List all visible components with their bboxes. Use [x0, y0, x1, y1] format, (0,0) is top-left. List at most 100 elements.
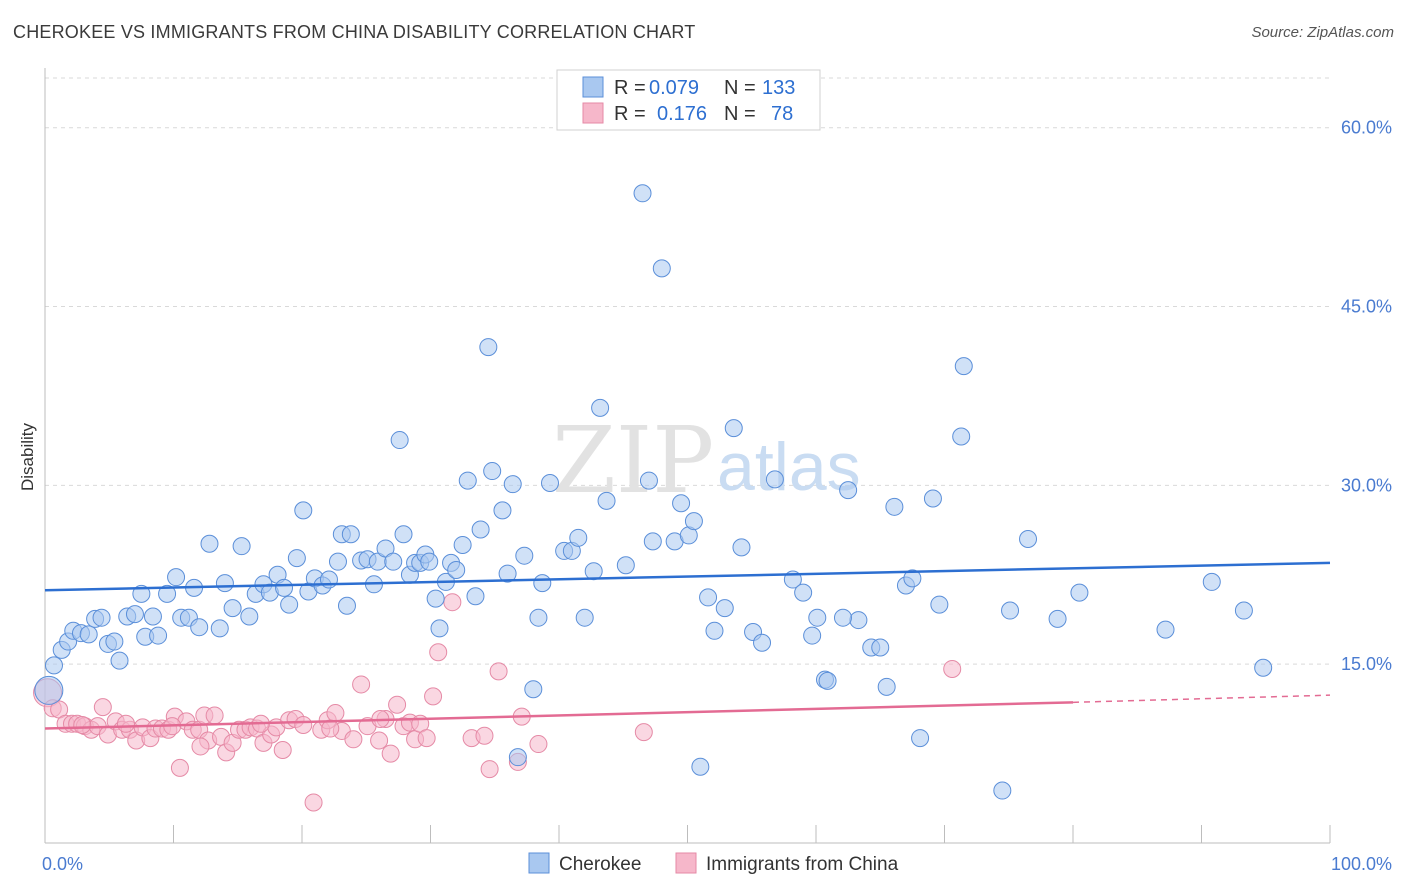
cherokee-point-28 — [232, 537, 251, 556]
cherokee-point-42 — [328, 552, 347, 571]
cherokee-point-76 — [529, 608, 548, 627]
bottom-legend: Cherokee Immigrants from China — [528, 852, 899, 875]
cherokee-point-34 — [275, 578, 294, 597]
china-point-58 — [417, 729, 436, 748]
bottom-legend-swatch-cherokee — [528, 852, 550, 874]
cherokee-point-99 — [724, 419, 743, 438]
cherokee-point-90 — [652, 259, 671, 278]
cherokee-point-103 — [765, 470, 784, 489]
x-tick-label-1: 100.0% — [1331, 854, 1392, 874]
cherokee-point-37 — [294, 501, 313, 520]
china-point-59 — [424, 687, 443, 706]
cherokee-point-58 — [420, 552, 439, 571]
cherokee-point-26 — [215, 574, 234, 593]
cherokee-point-72 — [503, 475, 522, 494]
cherokee-point-89 — [643, 532, 662, 551]
source-label: Source: ZipAtlas.com — [1251, 24, 1394, 41]
cherokee-point-126 — [1048, 609, 1067, 628]
bottom-legend-label-cherokee: Cherokee — [559, 854, 641, 875]
bottom-legend-label-china: Immigrants from China — [706, 854, 899, 875]
cherokee-point-24 — [200, 534, 219, 553]
china-point-73 — [191, 737, 210, 756]
cherokee-point-78 — [541, 473, 560, 492]
cherokee-point-97 — [705, 621, 724, 640]
cherokee-point-84 — [591, 398, 610, 417]
china-point-21 — [170, 758, 189, 777]
china-trend-line-dashed — [1072, 694, 1331, 704]
cherokee-trend-line — [44, 561, 1331, 592]
cherokee-point-106 — [803, 626, 822, 645]
cherokee-point-6 — [79, 625, 98, 644]
cherokee-point-17 — [149, 626, 168, 645]
cherokee-point-74 — [515, 546, 534, 565]
china-point-71 — [116, 714, 135, 733]
cherokee-point-52 — [390, 431, 409, 450]
cherokee-point-124 — [1001, 601, 1020, 620]
cherokee-point-131 — [1254, 658, 1273, 677]
cherokee-point-23 — [190, 618, 209, 637]
cherokee-point-100 — [732, 538, 751, 557]
cherokee-point-63 — [447, 561, 466, 580]
cherokee-point-92 — [672, 494, 691, 513]
watermark-zip: ZIP — [552, 407, 714, 514]
legend-n-value-china: 78 — [771, 103, 793, 125]
cherokee-point-45 — [341, 525, 360, 544]
cherokee-point-95 — [691, 757, 710, 776]
cherokee-point-117 — [903, 569, 922, 588]
cherokee-point-98 — [715, 599, 734, 618]
cherokee-point-102 — [753, 633, 772, 652]
china-point-9 — [93, 698, 112, 717]
legend-r-value-china: 0.176 — [657, 103, 707, 125]
cherokee-point-120 — [930, 595, 949, 614]
cherokee-point-105 — [794, 583, 813, 602]
chart-title: CHEROKEE VS IMMIGRANTS FROM CHINA DISABI… — [13, 22, 696, 42]
cherokee-point-14 — [132, 584, 151, 603]
china-point-42 — [304, 793, 323, 812]
cherokee-point-132 — [833, 608, 852, 627]
cherokee-point-88 — [639, 471, 658, 490]
y-tick-label-0: 15.0% — [1341, 654, 1392, 674]
series-cherokee-points — [34, 184, 1273, 800]
cherokee-point-86 — [616, 556, 635, 575]
cherokee-point-44 — [337, 596, 356, 615]
china-point-53 — [388, 695, 407, 714]
cherokee-point-96 — [699, 588, 718, 607]
y-tick-label-3: 60.0% — [1341, 118, 1392, 138]
legend-r-label-china: R = — [614, 103, 646, 125]
cherokee-point-35 — [280, 595, 299, 614]
china-point-77 — [475, 726, 494, 745]
legend-r-value-cherokee: 0.079 — [649, 77, 699, 99]
legend-r-label-cherokee: R = — [614, 77, 646, 99]
bottom-legend-swatch-china — [675, 852, 697, 874]
axes — [44, 68, 1331, 844]
china-point-69 — [943, 659, 962, 678]
series-china-points — [33, 593, 962, 812]
legend: R = 0.079 N = 133 R = 0.176 N = 78 — [556, 69, 821, 131]
cherokee-point-107 — [808, 608, 827, 627]
cherokee-point-85 — [597, 491, 616, 510]
china-point-63 — [480, 760, 499, 779]
china-point-61 — [443, 593, 462, 612]
legend-n-value-cherokee: 133 — [762, 77, 795, 99]
legend-n-label-china: N = — [724, 103, 756, 125]
cherokee-point-121 — [954, 357, 973, 376]
cherokee-point-113 — [871, 638, 890, 657]
cherokee-point-27 — [223, 599, 242, 618]
cherokee-point-64 — [453, 535, 472, 554]
cherokee-point-16 — [143, 607, 162, 626]
cherokee-point-0 — [34, 675, 64, 705]
y-tick-label-1: 30.0% — [1341, 475, 1392, 495]
china-point-67 — [529, 735, 548, 754]
x-tick-label-0: 0.0% — [42, 854, 83, 874]
china-point-68 — [634, 723, 653, 742]
cherokee-point-111 — [849, 611, 868, 630]
cherokee-point-59 — [426, 589, 445, 608]
cherokee-point-60 — [430, 619, 449, 638]
cherokee-point-73 — [508, 748, 527, 767]
cherokee-point-65 — [458, 471, 477, 490]
trend-lines — [44, 561, 1331, 730]
legend-n-label-cherokee: N = — [724, 77, 756, 99]
legend-swatch-cherokee — [582, 76, 604, 98]
china-point-48 — [352, 675, 371, 694]
